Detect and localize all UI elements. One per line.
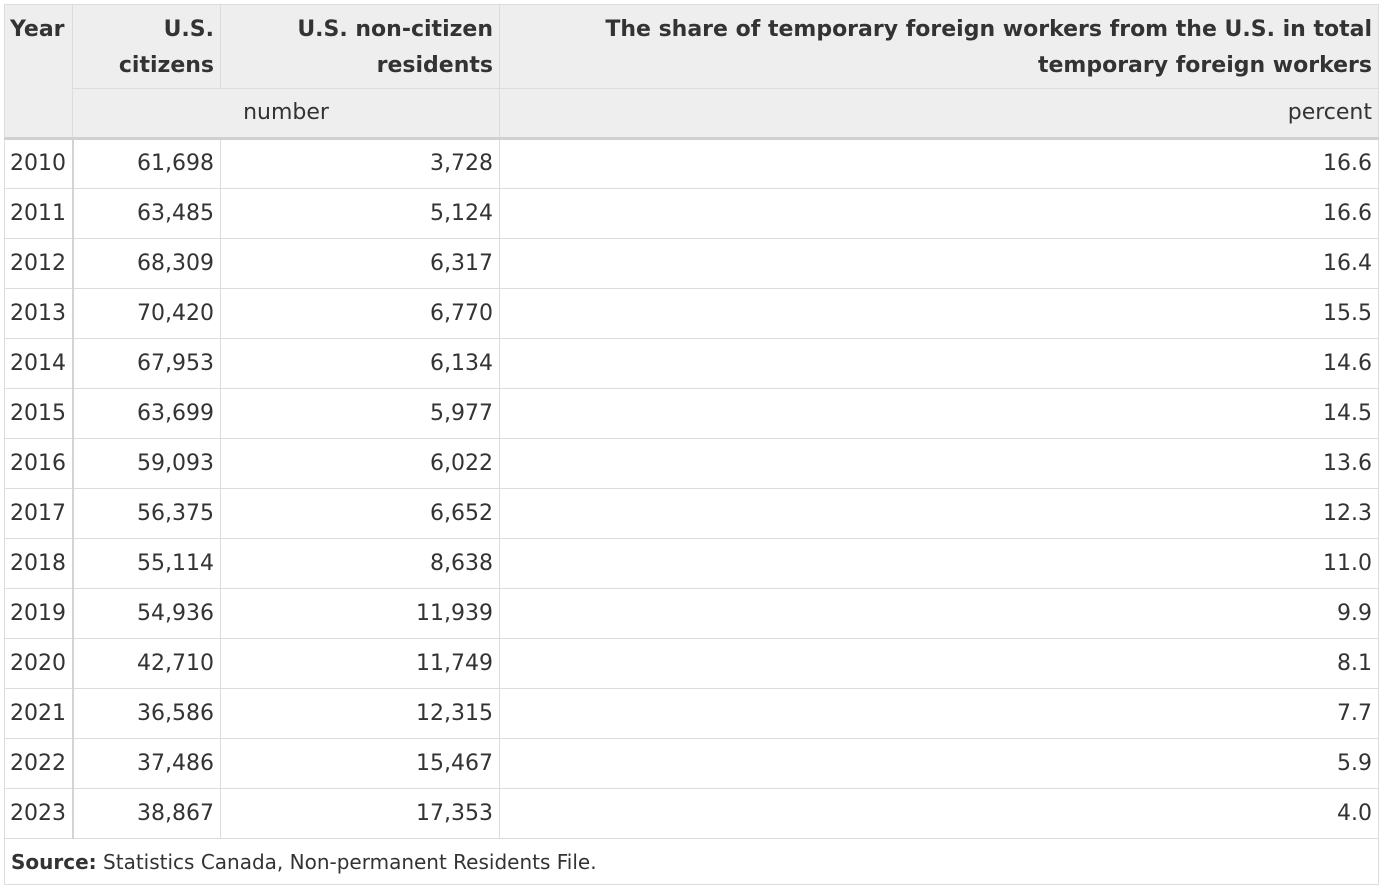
- header-row: Year U.S. citizens U.S. non-citizen resi…: [4, 4, 1379, 139]
- cell-share: 15.5: [499, 288, 1379, 339]
- cell-us-noncitizen-residents: 5,124: [220, 188, 500, 239]
- cell-us-citizens: 67,953: [72, 338, 221, 389]
- cell-us-noncitizen-residents: 6,652: [220, 488, 500, 539]
- table-row: 2015 63,699 5,977 14.5: [4, 388, 1379, 439]
- table-row: 2021 36,586 12,315 7.7: [4, 688, 1379, 739]
- cell-share: 16.4: [499, 238, 1379, 289]
- cell-us-noncitizen-residents: 6,770: [220, 288, 500, 339]
- table-row: 2018 55,114 8,638 11.0: [4, 538, 1379, 589]
- cell-share: 14.5: [499, 388, 1379, 439]
- source-text: Statistics Canada, Non-permanent Residen…: [96, 849, 597, 874]
- footnote-row: Source: Statistics Canada, Non-permanent…: [4, 838, 1379, 885]
- cell-year: 2022: [4, 738, 74, 789]
- table-row: 2014 67,953 6,134 14.6: [4, 338, 1379, 389]
- cell-year: 2020: [4, 638, 74, 689]
- cell-year: 2010: [4, 138, 74, 189]
- table-container: Year U.S. citizens U.S. non-citizen resi…: [4, 4, 1379, 885]
- cell-share: 7.7: [499, 688, 1379, 739]
- cell-us-noncitizen-residents: 8,638: [220, 538, 500, 589]
- cell-us-noncitizen-residents: 3,728: [220, 138, 500, 189]
- column-header-us-citizens: U.S. citizens: [72, 4, 221, 89]
- unit-percent: percent: [499, 88, 1379, 139]
- cell-share: 16.6: [499, 188, 1379, 239]
- cell-us-noncitizen-residents: 12,315: [220, 688, 500, 739]
- cell-us-noncitizen-residents: 6,317: [220, 238, 500, 289]
- table-header: Year U.S. citizens U.S. non-citizen resi…: [4, 4, 1379, 139]
- cell-year: 2016: [4, 438, 74, 489]
- table-row: 2017 56,375 6,652 12.3: [4, 488, 1379, 539]
- cell-share: 5.9: [499, 738, 1379, 789]
- column-header-us-noncitizen-residents: U.S. non-citizen residents: [220, 4, 500, 89]
- cell-us-citizens: 37,486: [72, 738, 221, 789]
- cell-us-citizens: 70,420: [72, 288, 221, 339]
- cell-year: 2015: [4, 388, 74, 439]
- cell-us-noncitizen-residents: 6,134: [220, 338, 500, 389]
- cell-us-citizens: 36,586: [72, 688, 221, 739]
- table-row: 2022 37,486 15,467 5.9: [4, 738, 1379, 789]
- cell-year: 2021: [4, 688, 74, 739]
- units-row: number percent: [4, 88, 1379, 139]
- cell-share: 8.1: [499, 638, 1379, 689]
- column-header-year: Year: [4, 4, 73, 139]
- cell-us-noncitizen-residents: 11,749: [220, 638, 500, 689]
- source-label: Source:: [11, 849, 97, 874]
- cell-year: 2018: [4, 538, 74, 589]
- cell-share: 14.6: [499, 338, 1379, 389]
- cell-us-citizens: 61,698: [72, 138, 221, 189]
- table-row: 2011 63,485 5,124 16.6: [4, 188, 1379, 239]
- cell-year: 2012: [4, 238, 74, 289]
- cell-year: 2014: [4, 338, 74, 389]
- cell-us-citizens: 56,375: [72, 488, 221, 539]
- cell-share: 16.6: [499, 138, 1379, 189]
- source-note: Source: Statistics Canada, Non-permanent…: [4, 838, 1379, 885]
- cell-us-citizens: 55,114: [72, 538, 221, 589]
- cell-us-citizens: 54,936: [72, 588, 221, 639]
- cell-us-citizens: 59,093: [72, 438, 221, 489]
- cell-year: 2019: [4, 588, 74, 639]
- cell-share: 11.0: [499, 538, 1379, 589]
- cell-year: 2017: [4, 488, 74, 539]
- table-row: 2012 68,309 6,317 16.4: [4, 238, 1379, 289]
- cell-us-citizens: 63,485: [72, 188, 221, 239]
- cell-us-citizens: 42,710: [72, 638, 221, 689]
- cell-us-noncitizen-residents: 11,939: [220, 588, 500, 639]
- table-row: 2019 54,936 11,939 9.9: [4, 588, 1379, 639]
- table-row: 2013 70,420 6,770 15.5: [4, 288, 1379, 339]
- data-table: Year U.S. citizens U.S. non-citizen resi…: [4, 4, 1379, 885]
- table-row: 2020 42,710 11,749 8.1: [4, 638, 1379, 689]
- table-row: 2023 38,867 17,353 4.0: [4, 788, 1379, 839]
- cell-share: 12.3: [499, 488, 1379, 539]
- cell-us-noncitizen-residents: 15,467: [220, 738, 500, 789]
- cell-share: 4.0: [499, 788, 1379, 839]
- cell-share: 9.9: [499, 588, 1379, 639]
- cell-us-citizens: 38,867: [72, 788, 221, 839]
- table-footer: Source: Statistics Canada, Non-permanent…: [4, 838, 1379, 885]
- column-header-share: The share of temporary foreign workers f…: [499, 4, 1379, 89]
- table-body: 2010 61,698 3,728 16.6 2011 63,485 5,124 16.6 20…: [4, 138, 1379, 839]
- cell-us-noncitizen-residents: 5,977: [220, 388, 500, 439]
- cell-share: 13.6: [499, 438, 1379, 489]
- cell-year: 2011: [4, 188, 74, 239]
- cell-year: 2023: [4, 788, 74, 839]
- cell-us-noncitizen-residents: 17,353: [220, 788, 500, 839]
- cell-us-noncitizen-residents: 6,022: [220, 438, 500, 489]
- table-row: 2010 61,698 3,728 16.6: [4, 138, 1379, 189]
- cell-us-citizens: 63,699: [72, 388, 221, 439]
- cell-year: 2013: [4, 288, 74, 339]
- unit-number: number: [72, 88, 500, 139]
- table-row: 2016 59,093 6,022 13.6: [4, 438, 1379, 489]
- cell-us-citizens: 68,309: [72, 238, 221, 289]
